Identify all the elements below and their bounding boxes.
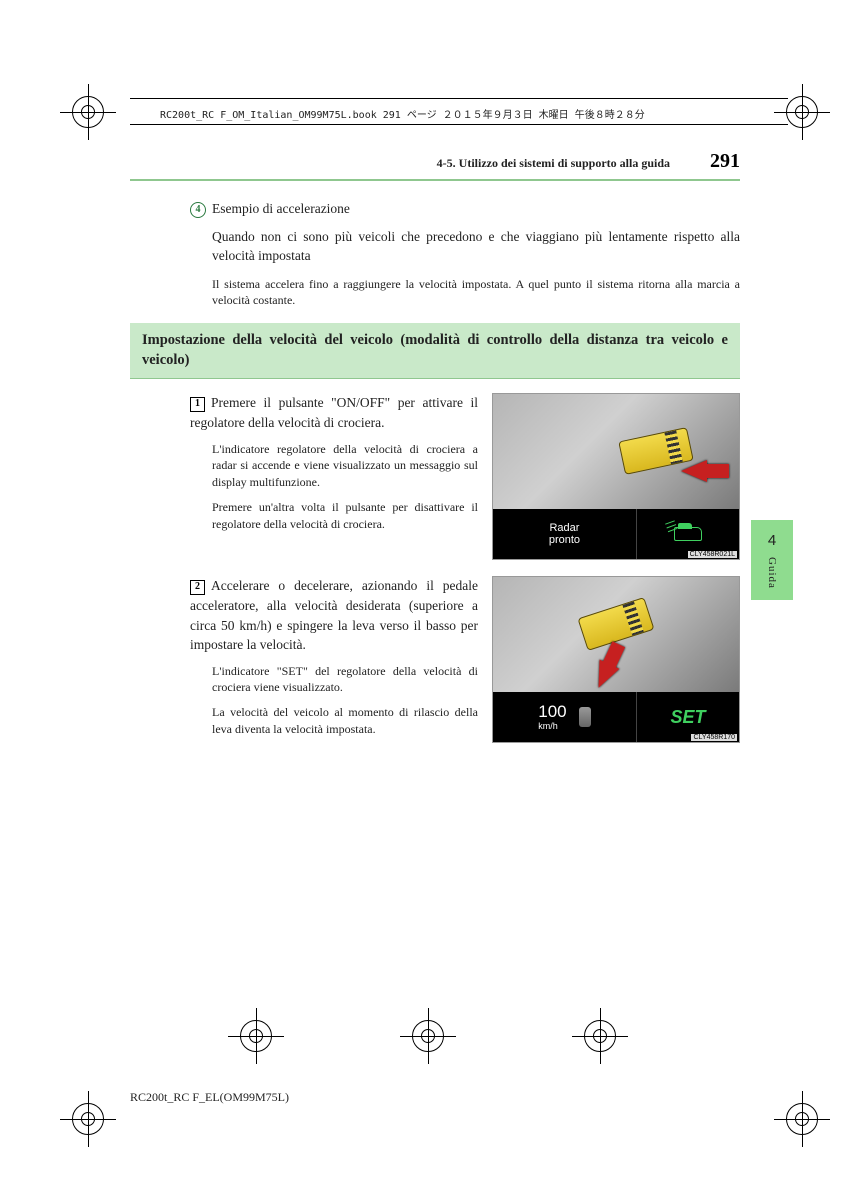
step1-body: Premere il pulsante "ON/OFF" per attivar… <box>190 395 478 430</box>
step2-marker: 2 <box>190 580 205 595</box>
chapter-tab-label: Guida <box>766 557 778 589</box>
crop-mark-br <box>786 1103 818 1135</box>
figure-2: 100 km/h SET CLY458R170 <box>492 576 740 743</box>
step2-body: Accelerare o decelerare, azionando il pe… <box>190 578 478 652</box>
radar-ready-label: Radar pronto <box>493 509 637 559</box>
step2-row: 2Accelerare o decelerare, azionando il p… <box>190 576 478 654</box>
crop-mark-mid2 <box>412 1020 444 1052</box>
crop-mark-mid3 <box>584 1020 616 1052</box>
book-reference: RC200t_RC F_OM_Italian_OM99M75L.book 291… <box>160 106 645 121</box>
step4-marker: 4 <box>190 202 206 218</box>
step2-note2: La velocità del veicolo al momento di ri… <box>190 704 478 738</box>
crop-mark-bl <box>72 1103 104 1135</box>
vehicle-gap-icon <box>579 707 591 727</box>
chapter-tab: 4 Guida <box>751 520 793 600</box>
step4-body: Quando non ci sono più veicoli che prece… <box>190 227 740 266</box>
crop-mark-tl <box>72 96 104 128</box>
speed-readout: 100 km/h <box>493 692 637 742</box>
footer-doc-ref: RC200t_RC F_EL(OM99M75L) <box>130 1090 289 1105</box>
step1-note1: L'indicatore regolatore della velocità d… <box>190 441 478 491</box>
chapter-header-row: 4-5. Utilizzo dei sistemi di supporto al… <box>130 150 740 181</box>
step1-note2: Premere un'altra volta il pulsante per d… <box>190 499 478 533</box>
step4-note: Il sistema accelera fino a raggiungere l… <box>190 276 740 310</box>
arrow-down-icon <box>589 660 620 692</box>
step4-title: Esempio di accelerazione <box>212 201 350 216</box>
section-path: 4-5. Utilizzo dei sistemi di supporto al… <box>437 156 670 171</box>
header-rule-top <box>130 98 788 99</box>
step2-block: 2Accelerare o decelerare, azionando il p… <box>190 576 740 745</box>
figure-1: Radar pronto CLY458R021L <box>492 393 740 560</box>
crop-mark-mid1 <box>240 1020 272 1052</box>
figure-1-photo <box>493 394 739 509</box>
step1-block: 1Premere il pulsante "ON/OFF" per attiva… <box>190 393 740 560</box>
figure-2-photo <box>493 577 739 692</box>
figure-1-ref: CLY458R021L <box>688 551 737 558</box>
step2-note1: L'indicatore "SET" del regolatore della … <box>190 663 478 697</box>
section-heading: Impostazione della velocità del veicolo … <box>130 323 740 379</box>
header-rule-bottom <box>130 124 788 125</box>
step1-marker: 1 <box>190 397 205 412</box>
figure-2-ref: CLY458R170 <box>691 734 737 741</box>
arrow-left-icon <box>681 460 707 482</box>
step4-row: 4 Esempio di accelerazione <box>190 199 740 219</box>
page-number: 291 <box>710 150 740 173</box>
step1-row: 1Premere il pulsante "ON/OFF" per attiva… <box>190 393 478 432</box>
chapter-tab-number: 4 <box>768 532 776 549</box>
crop-mark-tr <box>786 96 818 128</box>
